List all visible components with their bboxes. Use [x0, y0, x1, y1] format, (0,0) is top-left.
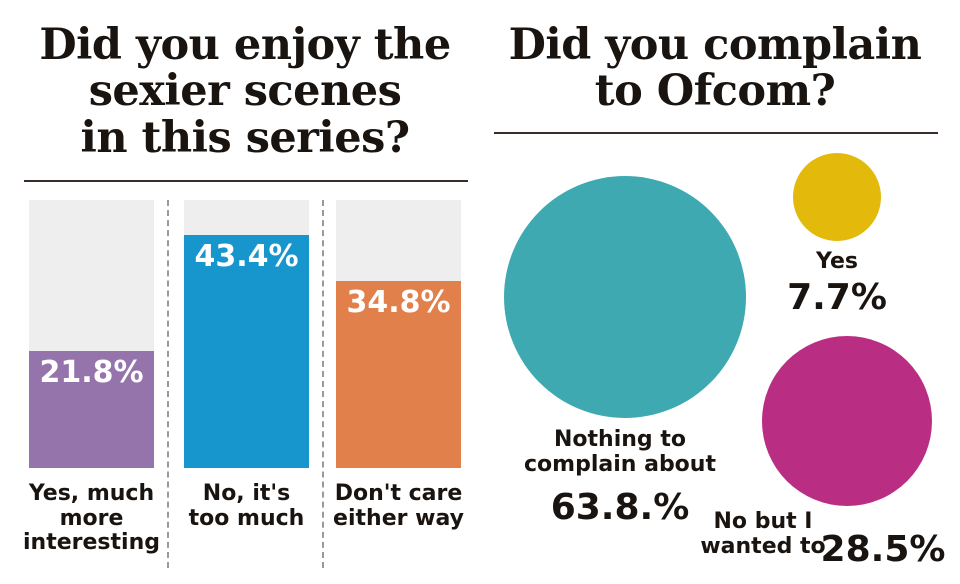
bar-category-label-dont-care: Don't care either way	[333, 481, 464, 531]
bar-category-label-yes: Yes, much more interesting	[23, 481, 160, 556]
bar-track-yes: 21.8%	[29, 200, 154, 468]
bubble-label-no-but: No but I wanted to	[700, 509, 826, 559]
bubble-value-yes: 7.7%	[787, 277, 887, 318]
bubble-value-no-but: 28.5%	[820, 529, 946, 570]
bubble-label-yes: Yes	[816, 249, 858, 274]
bar-yes: 21.8%	[29, 351, 154, 468]
bar-no: 43.4%	[184, 235, 309, 468]
bar-separator-2	[322, 200, 324, 568]
bar-value-label-yes: 21.8%	[39, 355, 144, 391]
bubble-yes	[793, 153, 881, 241]
bar-separator-1	[167, 200, 169, 568]
chart-title-ofcom: Did you complain to Ofcom?	[508, 20, 922, 117]
bar-track-dont-care: 34.8%	[336, 200, 461, 468]
bar-category-label-no: No, it's too much	[188, 481, 305, 531]
bar-dont-care: 34.8%	[336, 281, 461, 468]
bar-value-label-no: 43.4%	[194, 239, 299, 275]
chart-title-enjoy: Did you enjoy the sexier scenes in this …	[39, 20, 451, 163]
bubble-no-but-wanted	[762, 336, 932, 506]
bar-value-label-dont-care: 34.8%	[346, 285, 451, 321]
bubble-nothing-to-complain	[504, 176, 746, 418]
bubble-value-nothing: 63.8.%	[550, 487, 690, 528]
bar-track-no: 43.4%	[184, 200, 309, 468]
bubble-label-nothing: Nothing to complain about	[524, 427, 716, 477]
title-divider-right	[494, 132, 938, 134]
title-divider-left	[24, 180, 468, 182]
